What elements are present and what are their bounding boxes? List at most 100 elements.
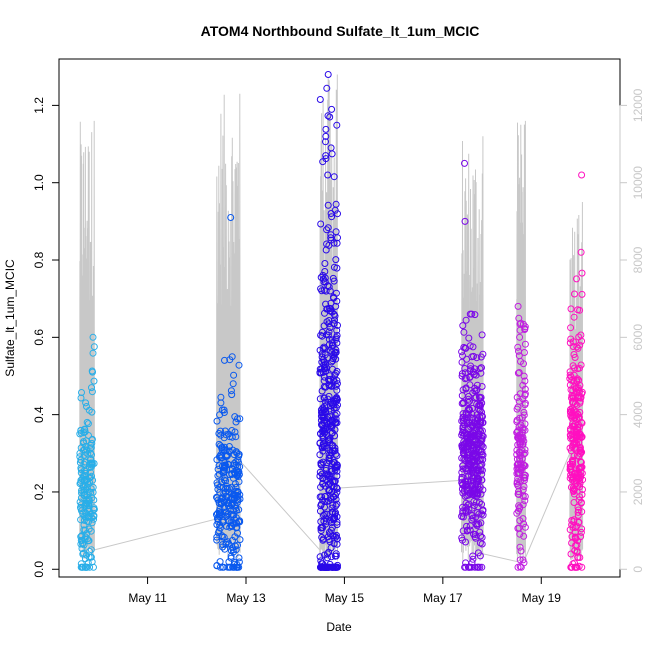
data-point xyxy=(332,369,340,377)
data-point xyxy=(574,508,582,516)
data-point xyxy=(516,390,524,398)
data-point xyxy=(88,472,95,480)
data-point xyxy=(574,553,582,561)
data-point xyxy=(321,274,329,282)
data-point xyxy=(470,461,478,469)
data-point xyxy=(568,459,576,466)
data-point xyxy=(215,440,223,448)
data-point xyxy=(330,239,338,247)
y2-tick-label: 2000 xyxy=(631,478,645,505)
data-point xyxy=(90,504,98,512)
data-point xyxy=(475,520,483,528)
data-point xyxy=(322,138,329,146)
data-point xyxy=(479,350,487,358)
data-point xyxy=(317,331,325,339)
data-point xyxy=(466,461,473,469)
data-point xyxy=(575,333,583,341)
data-point xyxy=(458,473,466,481)
data-point xyxy=(77,464,85,472)
data-point xyxy=(81,563,89,571)
data-point xyxy=(477,490,485,498)
data-point xyxy=(459,410,467,418)
data-point xyxy=(470,502,478,509)
data-point xyxy=(566,368,574,376)
data-point xyxy=(319,447,327,455)
data-point xyxy=(328,344,336,352)
data-point xyxy=(88,451,95,459)
data-point xyxy=(324,171,332,179)
data-point xyxy=(521,377,529,385)
data-point xyxy=(575,413,583,421)
data-point xyxy=(215,462,223,470)
data-point xyxy=(521,385,529,393)
data-point xyxy=(87,546,95,554)
data-point xyxy=(568,398,576,406)
data-point xyxy=(79,550,87,558)
data-point xyxy=(213,536,221,544)
data-point xyxy=(318,533,326,541)
data-point xyxy=(222,431,230,439)
data-point xyxy=(573,547,581,555)
data-point xyxy=(329,508,337,516)
data-point xyxy=(227,510,235,518)
x-tick-label: May 15 xyxy=(325,591,365,605)
data-point xyxy=(226,523,234,531)
data-point xyxy=(460,343,468,351)
data-point xyxy=(473,354,481,362)
data-point xyxy=(576,381,584,389)
data-point xyxy=(329,400,337,408)
data-point xyxy=(334,234,341,242)
data-point xyxy=(333,380,341,388)
data-point xyxy=(333,396,341,403)
data-point xyxy=(216,488,224,496)
data-point xyxy=(469,368,477,376)
data-point xyxy=(322,132,330,140)
data-point xyxy=(227,214,235,221)
data-point xyxy=(516,455,524,463)
data-point xyxy=(469,445,477,452)
data-point xyxy=(462,563,470,571)
data-point xyxy=(81,526,89,534)
data-point xyxy=(516,448,523,456)
data-point xyxy=(459,507,467,515)
data-point xyxy=(323,554,331,562)
data-point xyxy=(516,333,524,341)
data-point xyxy=(458,348,466,356)
data-point xyxy=(87,455,95,463)
data-point xyxy=(317,461,325,469)
data-point xyxy=(319,406,327,414)
data-point xyxy=(219,469,227,477)
data-point xyxy=(328,336,336,344)
data-point xyxy=(521,399,529,407)
data-point xyxy=(478,510,486,518)
data-point xyxy=(468,482,476,490)
data-point xyxy=(465,334,473,342)
data-point xyxy=(332,200,340,208)
data-point xyxy=(567,373,575,381)
data-point xyxy=(88,384,95,392)
data-point xyxy=(82,399,90,407)
data-point xyxy=(318,493,326,501)
data-point xyxy=(327,144,335,152)
data-point xyxy=(461,217,469,225)
data-point xyxy=(520,483,528,490)
data-point xyxy=(320,394,328,402)
data-point xyxy=(463,526,471,534)
data-point xyxy=(479,413,486,420)
data-point xyxy=(519,492,527,500)
altitude-line xyxy=(79,120,95,560)
data-point xyxy=(227,554,235,562)
data-point xyxy=(326,113,334,121)
data-point xyxy=(235,478,243,486)
data-point xyxy=(79,473,87,480)
data-point xyxy=(515,347,522,355)
data-point xyxy=(460,328,468,336)
data-point xyxy=(317,220,325,228)
data-point xyxy=(465,563,473,571)
data-point xyxy=(85,507,93,515)
data-point xyxy=(461,159,468,167)
data-point xyxy=(476,394,484,402)
data-point xyxy=(225,447,233,455)
data-point xyxy=(323,84,331,92)
